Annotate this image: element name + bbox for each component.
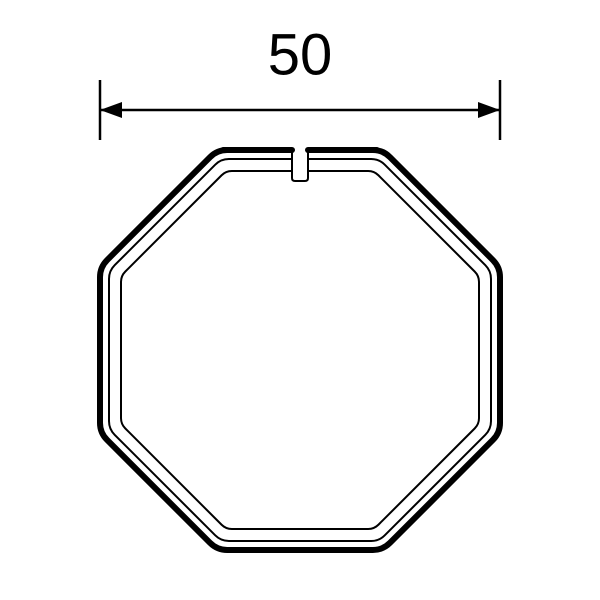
drawing-canvas: 50 — [0, 0, 600, 600]
dimension-arrow-left — [100, 102, 122, 118]
dimension-arrow-right — [478, 102, 500, 118]
octagon-outer — [100, 150, 500, 550]
dimension-label: 50 — [268, 22, 333, 89]
technical-drawing-svg — [0, 0, 600, 600]
octagon-inner — [121, 171, 479, 529]
octagon-mid — [109, 159, 491, 541]
